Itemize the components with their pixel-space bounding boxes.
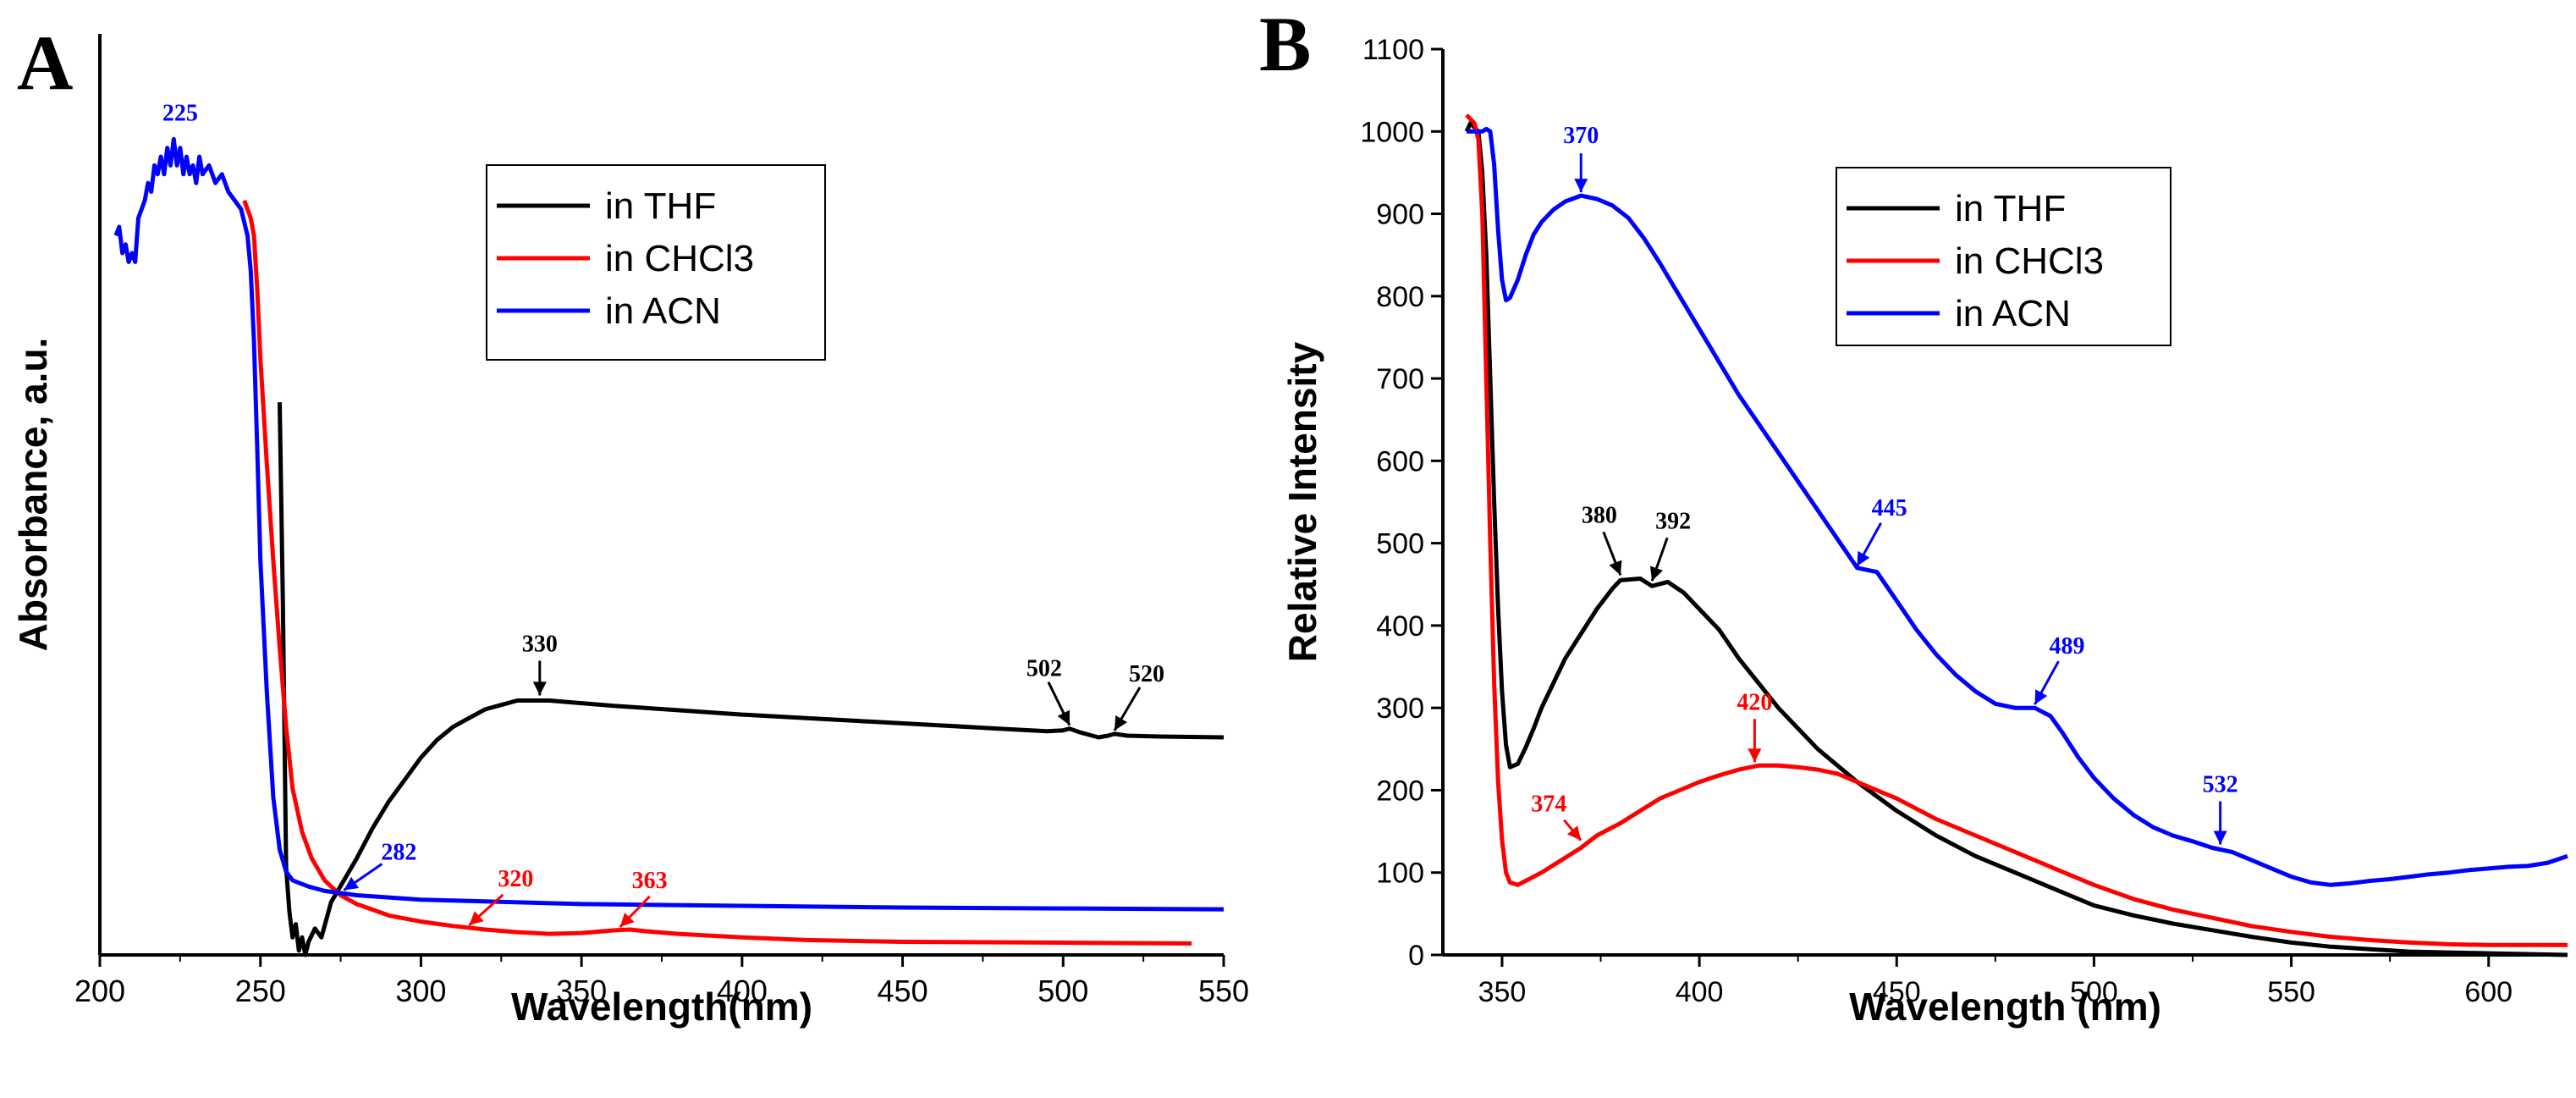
- panel-a-plot: 200 250 300 350 400 450 500 550 Wavelength(nm) Ab…: [11, 34, 1249, 1029]
- panel-b-annotation-label: 445: [1872, 495, 1907, 521]
- panel-b-legend-label: in THF: [1955, 188, 2066, 229]
- panel-b-legend: in THF in CHCl3 in ACN: [1836, 167, 2171, 346]
- panel-b-y-tick-label: 600: [1376, 445, 1424, 477]
- panel-a-legend-label: in THF: [605, 185, 716, 227]
- panel-a-annotation-label: 502: [1027, 656, 1062, 682]
- panel-a-series-in-acn: [113, 136, 1225, 912]
- panel-b-annotation-arrowhead: [1609, 560, 1622, 576]
- panel-letter-a: A: [17, 19, 73, 106]
- panel-b-annotation-arrowhead: [1566, 825, 1582, 841]
- panel-a-annotation-arrowhead: [619, 912, 635, 927]
- panel-b-annotation-label: 420: [1737, 689, 1772, 715]
- panel-a-x-tick-label: 500: [1038, 974, 1088, 1008]
- panel-b-annotation-arrowhead: [2213, 830, 2227, 845]
- panel-a-annotation-label: 320: [498, 866, 533, 892]
- panel-b-plot: 350 400 450 500 550 600 0 100 200 300 400 500 600 700…: [1280, 34, 2568, 1029]
- panel-b-y-tick-label: 700: [1376, 363, 1424, 395]
- panel-a-legend-label: in CHCl3: [605, 238, 754, 279]
- panel-b-legend-box: [1836, 167, 2171, 346]
- panel-a-annotation-arrowhead: [344, 876, 360, 891]
- panel-b-y-tick-label: 100: [1376, 858, 1424, 890]
- panel-b-y-tick-label: 900: [1376, 199, 1424, 231]
- panel-b-x-tick-label: 400: [1676, 976, 1724, 1008]
- panel-a-annotation-arrowhead: [469, 911, 484, 925]
- panel-b-y-tick-label: 400: [1376, 610, 1424, 643]
- panel-a-annotation-label: 282: [381, 839, 416, 865]
- panel-b-x-tick-label: 550: [2267, 976, 2315, 1008]
- panel-b-x-tick-label: 450: [1873, 976, 1921, 1008]
- panel-b-y-axis-label: Relative Intensity: [1280, 341, 1324, 662]
- panel-a-x-tick-label: 300: [395, 974, 446, 1008]
- panel-b-y-tick-label: 500: [1376, 528, 1424, 560]
- panel-b-annotation-arrowhead: [1574, 179, 1588, 193]
- panel-b-y-tick-label: 300: [1376, 692, 1424, 725]
- panel-a-legend-label: in ACN: [605, 290, 721, 332]
- panel-a-x-tick-label: 400: [717, 974, 768, 1008]
- panel-a-y-axis-label: Absorbance, a.u.: [11, 338, 55, 652]
- panel-a-x-axis-label: Wavelength(nm): [511, 985, 812, 1029]
- panel-b-series-in-thf: [1464, 121, 2568, 957]
- panel-b: B 350 400 450 500 550 600 0 100 200 300 400 500 600 7…: [1259, 1, 2568, 1029]
- panel-b-y-tick-label: 800: [1376, 281, 1424, 313]
- panel-b-legend-label: in ACN: [1955, 293, 2071, 334]
- panel-b-annotation-label: 374: [1531, 792, 1566, 818]
- panel-a-annotation-label: 225: [162, 100, 198, 126]
- panel-b-annotation-label: 370: [1563, 123, 1599, 149]
- panel-b-x-tick-label: 500: [2070, 976, 2118, 1008]
- panel-a-x-tick-label: 450: [878, 974, 928, 1008]
- panel-b-annotation-arrowhead: [1748, 748, 1762, 763]
- panel-b-legend-label: in CHCl3: [1955, 240, 2104, 282]
- panel-a-x-tick-label: 200: [74, 974, 125, 1008]
- panel-a-x-tick-label: 250: [235, 974, 286, 1008]
- panel-b-y-tick-label: 200: [1376, 775, 1424, 807]
- panel-a-legend: in THF in CHCl3 in ACN: [486, 164, 826, 361]
- panel-a-x-tick-label: 550: [1198, 974, 1249, 1008]
- panel-b-y-tick-label: 1000: [1360, 116, 1424, 148]
- panel-b-x-tick-label: 600: [2464, 976, 2513, 1008]
- panel-b-series-in-chcl3: [1465, 113, 2568, 947]
- panel-b-y-tick-label: 1100: [1362, 34, 1424, 66]
- panel-a-annotation-label: 363: [632, 868, 668, 894]
- panel-b-y-tick-label: 0: [1408, 940, 1424, 972]
- panel-a-legend-box: [486, 164, 826, 361]
- panel-a-series-in-chcl3: [242, 200, 1192, 946]
- panel-a-x-tick-label: 350: [556, 974, 607, 1008]
- panel-letter-b: B: [1259, 1, 1311, 87]
- panel-a-annotation-arrowhead: [1114, 715, 1128, 731]
- panel-b-annotation-label: 532: [2203, 772, 2238, 798]
- panel-b-annotation-arrowhead: [1649, 566, 1664, 582]
- panel-a-annotation-label: 520: [1129, 661, 1164, 687]
- panel-a: A 200 250 300 350 400 450 500 550 Wavelength(nm)…: [11, 19, 1249, 1029]
- panel-a-series-in-thf: [278, 402, 1225, 957]
- panel-b-annotation-label: 380: [1582, 502, 1617, 528]
- panel-b-series-in-acn: [1467, 126, 2568, 887]
- panel-b-annotation-arrowhead: [1857, 550, 1870, 566]
- panel-b-x-axis-label: Wavelength (nm): [1849, 985, 2161, 1029]
- panel-b-annotation-arrowhead: [2034, 689, 2048, 705]
- panel-a-annotation-arrowhead: [532, 681, 547, 696]
- panel-b-annotation-label: 392: [1655, 508, 1691, 534]
- panel-a-annotation-arrowhead: [1057, 709, 1071, 726]
- panel-b-annotation-label: 489: [2049, 633, 2084, 659]
- panel-a-annotation-label: 330: [522, 631, 558, 657]
- panel-b-x-tick-label: 350: [1478, 976, 1527, 1008]
